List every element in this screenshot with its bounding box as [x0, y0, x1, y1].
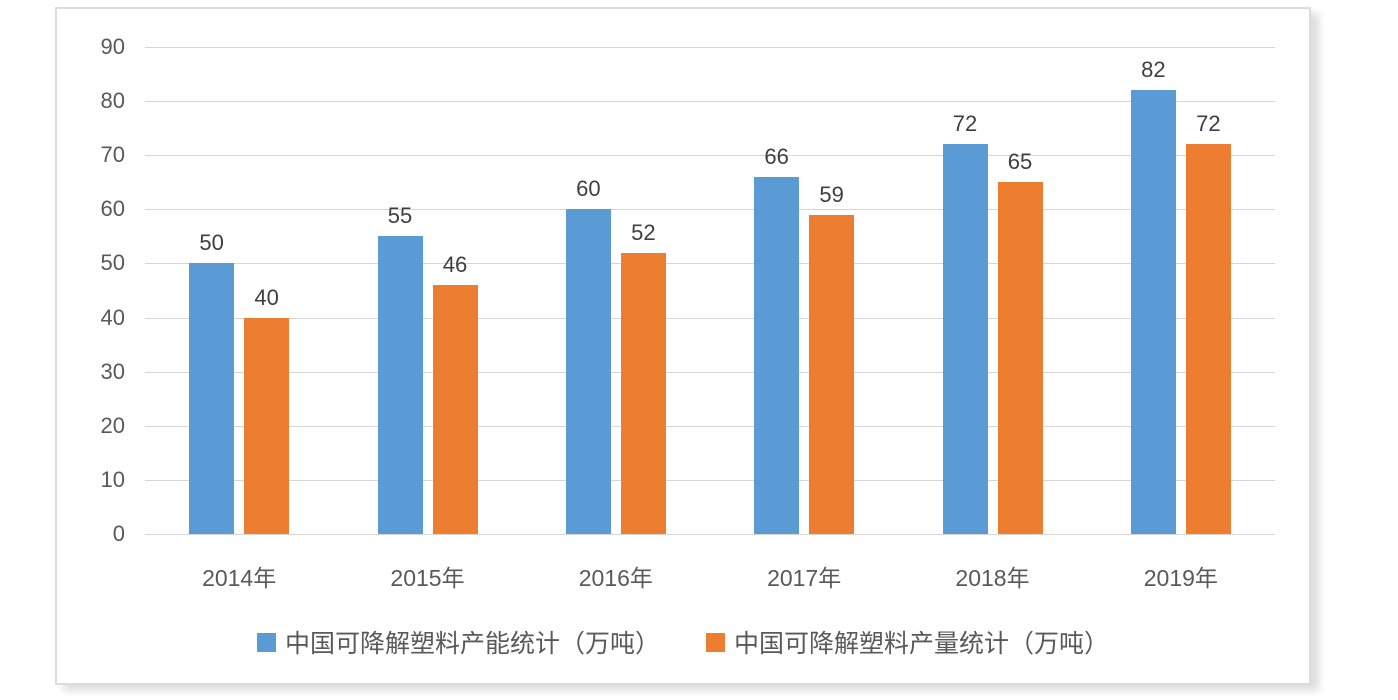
gridline: [145, 425, 1275, 427]
bar-output-2019: [1185, 144, 1231, 534]
bar-value-label: 65: [1007, 149, 1033, 175]
x-axis-category-label: 2017年: [767, 565, 842, 591]
bar-capacity-2015: [377, 236, 423, 534]
legend-label-capacity: 中国可降解塑料产能统计（万吨）: [284, 630, 660, 658]
bar-value-label: 59: [819, 181, 844, 207]
legend-swatch-capacity-icon: [256, 632, 276, 652]
legend-item-capacity: 中国可降解塑料产能统计（万吨）: [256, 624, 660, 660]
x-axis-category-label: 2014年: [202, 565, 277, 591]
y-axis-tick-label: 0: [112, 521, 125, 546]
bar-value-label: 52: [631, 219, 656, 245]
y-axis-tick-label: 90: [100, 34, 125, 59]
bar-capacity-2017: [754, 176, 800, 534]
legend: 中国可降解塑料产能统计（万吨） 中国可降解塑料产量统计（万吨）: [57, 625, 1309, 659]
x-axis-category-label: 2018年: [955, 565, 1030, 591]
bar-capacity-2016: [565, 209, 611, 534]
gridline: [145, 317, 1275, 319]
bar-output-2016: [620, 252, 666, 534]
bar-value-label: 60: [576, 176, 601, 202]
y-axis-tick-label: 50: [100, 250, 125, 276]
gridline: [145, 155, 1275, 157]
bar-output-2014: [244, 317, 290, 534]
chart-frame: 0 10 20 30 40 50 60 70 80 90 50 40 55 46 60 52 66 59 72 65…: [55, 7, 1311, 685]
gridline: [145, 47, 1275, 48]
gridline: [145, 263, 1275, 265]
legend-swatch-output-icon: [706, 632, 725, 652]
y-axis-tick-label: 10: [100, 466, 125, 492]
bar-capacity-2019: [1130, 90, 1176, 534]
legend-item-output: 中国可降解塑料产量统计（万吨）: [706, 624, 1109, 660]
bar-output-2017: [809, 214, 855, 534]
gridline: [145, 479, 1275, 481]
bar-value-label: 82: [1141, 57, 1166, 83]
y-axis-tick-label: 60: [100, 196, 125, 222]
bar-value-label: 72: [952, 111, 978, 137]
x-axis-category-label: 2016年: [578, 565, 653, 591]
gridline: [145, 101, 1275, 103]
y-axis-tick-label: 80: [100, 88, 125, 114]
x-axis-category-label: 2019年: [1143, 565, 1218, 591]
bar-value-label: 50: [199, 230, 224, 256]
y-axis-tick-label: 20: [100, 412, 125, 438]
y-axis-tick-label: 40: [100, 304, 125, 330]
gridline: [145, 534, 1275, 535]
bar-output-2018: [997, 182, 1043, 534]
x-axis-category-label: 2015年: [390, 565, 465, 591]
bar-output-2015: [432, 285, 478, 534]
bar-value-label: 46: [442, 252, 468, 278]
bar-value-label: 55: [387, 203, 413, 229]
legend-label-output: 中国可降解塑料产量统计（万吨）: [734, 630, 1110, 658]
bar-capacity-2018: [942, 144, 988, 534]
bar-value-label: 72: [1196, 111, 1221, 137]
gridline: [145, 371, 1275, 373]
gridline: [145, 209, 1275, 211]
bar-value-label: 40: [254, 284, 279, 310]
y-axis-tick-label: 30: [100, 358, 125, 384]
bar-capacity-2014: [189, 263, 235, 534]
bar-value-label: 66: [764, 143, 789, 169]
y-axis-tick-label: 70: [100, 142, 125, 168]
